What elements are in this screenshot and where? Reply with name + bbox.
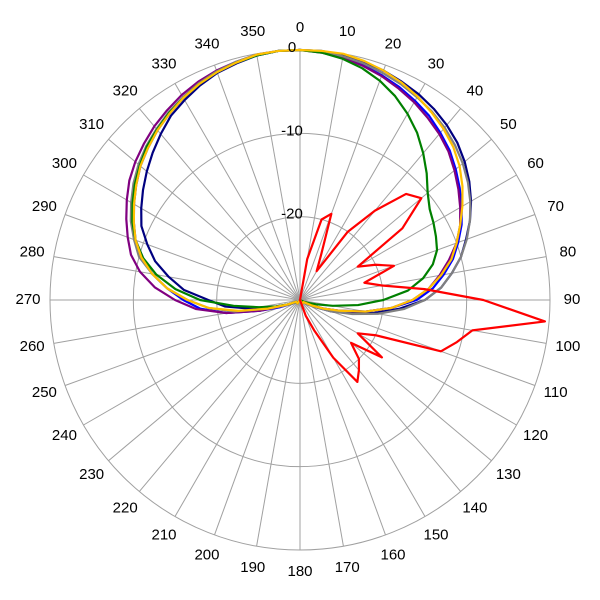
grid-spoke	[299, 214, 536, 301]
grid-spoke	[138, 108, 301, 301]
grid-spoke	[138, 299, 301, 492]
angle-label: 20	[385, 35, 402, 52]
angle-label: 130	[496, 466, 521, 483]
grid-spoke	[64, 214, 301, 301]
angle-label: 330	[151, 55, 176, 72]
traces	[125, 48, 546, 384]
angle-label: 230	[79, 466, 104, 483]
angle-label: 90	[564, 291, 581, 308]
grid-spoke	[83, 174, 301, 301]
angle-label: 290	[32, 198, 57, 215]
angle-label: 320	[113, 83, 138, 100]
angle-label: 60	[527, 155, 544, 172]
grid-spoke	[299, 108, 462, 301]
grid-spoke	[299, 174, 517, 301]
angle-label: 340	[194, 35, 219, 52]
grid-spoke	[299, 299, 386, 536]
angle-label: 240	[52, 427, 77, 444]
angle-label: 280	[20, 244, 45, 261]
angle-label: 70	[547, 198, 564, 215]
grid-spoke	[299, 83, 426, 301]
grid-spoke	[53, 256, 301, 301]
angle-label: 0	[296, 19, 304, 36]
angle-label: 40	[466, 83, 483, 100]
angle-label: 160	[381, 547, 406, 564]
grid-spoke	[64, 299, 301, 386]
grid-spoke	[299, 299, 536, 386]
labels: -20 -10 00 10 20 30 40 50 60 70 80 90 100 110 120 130 14…	[15, 19, 580, 580]
angle-label: 80	[560, 244, 577, 261]
grid-spoke	[214, 64, 301, 301]
grid-spoke	[83, 299, 301, 426]
grid-spoke	[299, 299, 492, 462]
angle-label: 350	[240, 23, 265, 40]
angle-label: 110	[544, 384, 568, 401]
angle-label: 30	[428, 55, 445, 72]
grid-spoke	[214, 299, 301, 536]
angle-label: 50	[500, 116, 517, 133]
r-tick-label: -10	[281, 122, 303, 139]
angle-label: 200	[194, 547, 219, 564]
angle-label: 260	[20, 338, 45, 355]
grid-spoke	[108, 299, 301, 462]
angle-label: 100	[555, 338, 580, 355]
trace	[298, 192, 546, 384]
grid-spoke	[174, 83, 301, 301]
angle-label: 300	[52, 155, 77, 172]
r-tick-label: -20	[281, 206, 303, 223]
r-tick-label: 0	[288, 39, 296, 56]
angle-label: 120	[523, 427, 548, 444]
grid-spoke	[299, 299, 426, 517]
angle-label: 170	[335, 559, 360, 576]
grid-spoke	[174, 299, 301, 517]
angle-label: 140	[462, 499, 487, 516]
angle-label: 210	[151, 527, 176, 544]
angle-label: 180	[287, 563, 312, 580]
angle-label: 310	[79, 116, 104, 133]
angle-label: 150	[423, 527, 448, 544]
grid-spoke	[299, 299, 517, 426]
angle-label: 10	[339, 23, 356, 40]
angle-label: 220	[113, 499, 138, 516]
grid-spoke	[256, 299, 301, 547]
grid-spoke	[299, 299, 344, 547]
angle-label: 190	[240, 559, 265, 576]
grid-spoke	[299, 64, 386, 301]
grid-spoke	[256, 53, 301, 301]
grid-spoke	[299, 299, 547, 344]
angle-label: 270	[15, 291, 40, 308]
angle-label: 250	[32, 384, 57, 401]
grid-spoke	[299, 299, 462, 492]
